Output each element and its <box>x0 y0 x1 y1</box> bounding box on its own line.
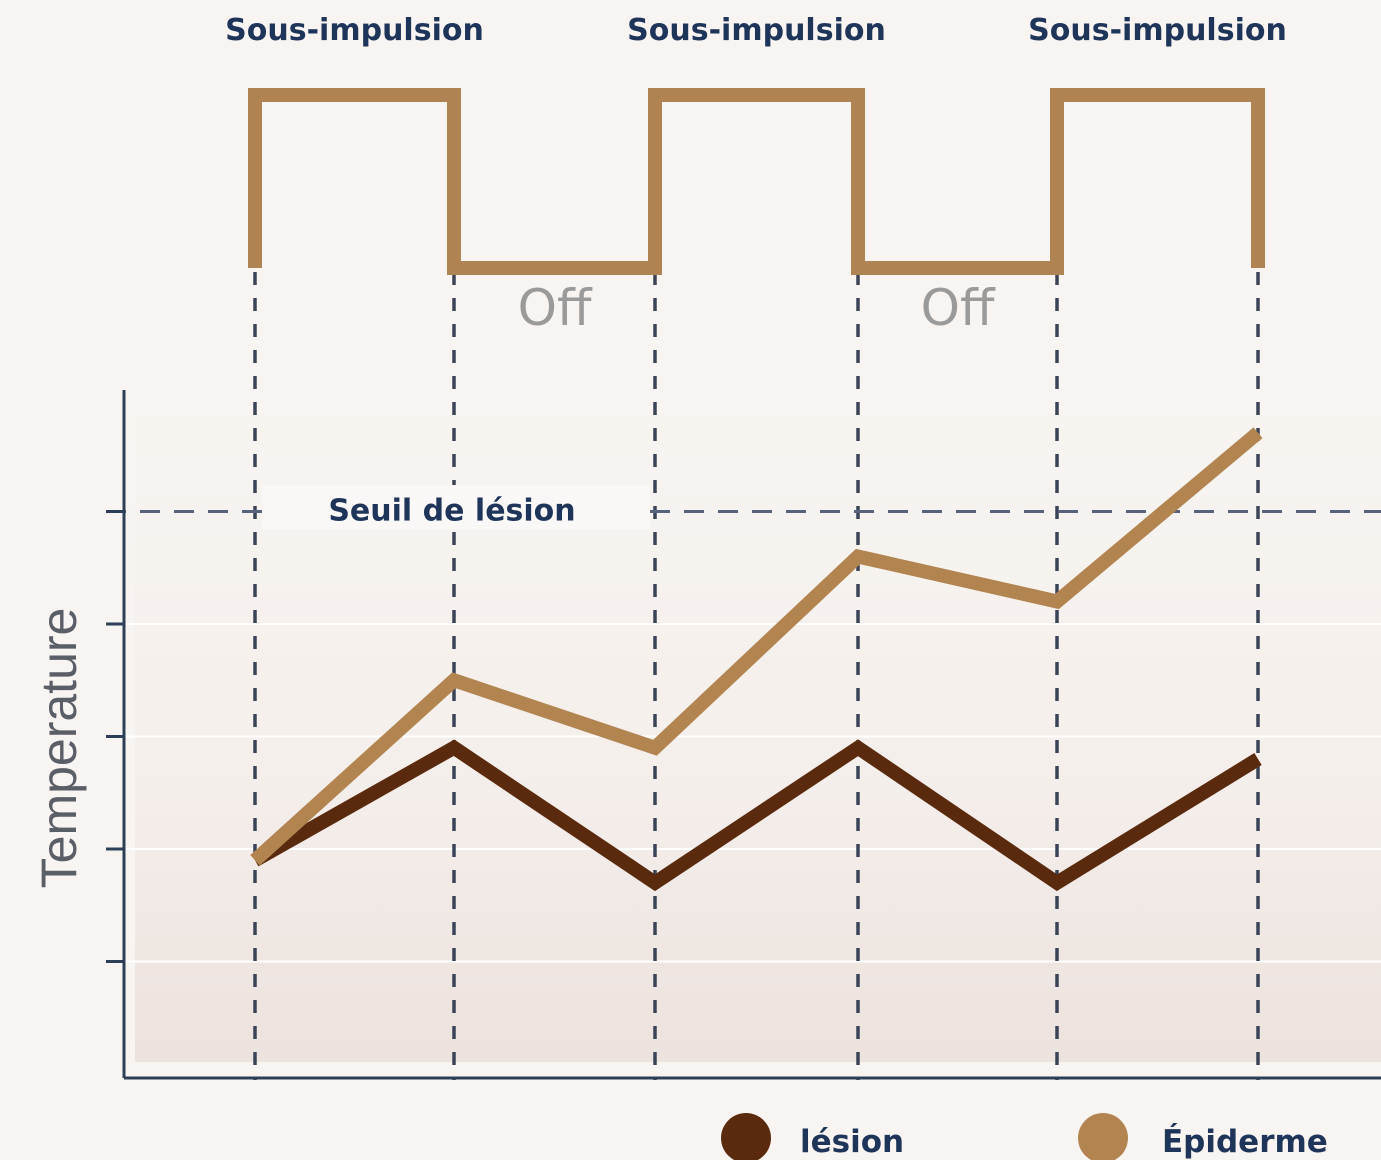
legend-marker <box>1078 1113 1128 1160</box>
pulse-label: Sous-impulsion <box>1028 13 1287 48</box>
off-label: Off <box>921 279 996 337</box>
off-label: Off <box>518 279 593 337</box>
pulse-label: Sous-impulsion <box>225 13 484 48</box>
threshold-label-background <box>262 485 650 529</box>
series-lines <box>250 427 1263 892</box>
phase-labels: Sous-impulsion Off Sous-impulsion Off Sous-i… <box>225 13 1287 337</box>
legend-label: lésion <box>800 1124 904 1160</box>
pulse-label: Sous-impulsion <box>627 13 886 48</box>
grid-lines <box>124 623 1381 963</box>
legend-label: Épiderme <box>1162 1124 1328 1160</box>
threshold-label: Seuil de lésion <box>328 494 575 529</box>
pulse-train <box>248 88 1265 275</box>
legend-marker <box>721 1113 771 1160</box>
series-line-lésion <box>251 739 1262 892</box>
axes <box>106 390 1381 1080</box>
series-line-Épiderme <box>250 427 1263 866</box>
phase-boundary-lines <box>253 272 1260 1080</box>
threshold: Seuil de lésion <box>106 485 1381 529</box>
pulse-waveform <box>248 88 1265 275</box>
y-axis-label: Temperature <box>31 608 87 889</box>
legend: lésion Épiderme <box>721 1113 1328 1160</box>
